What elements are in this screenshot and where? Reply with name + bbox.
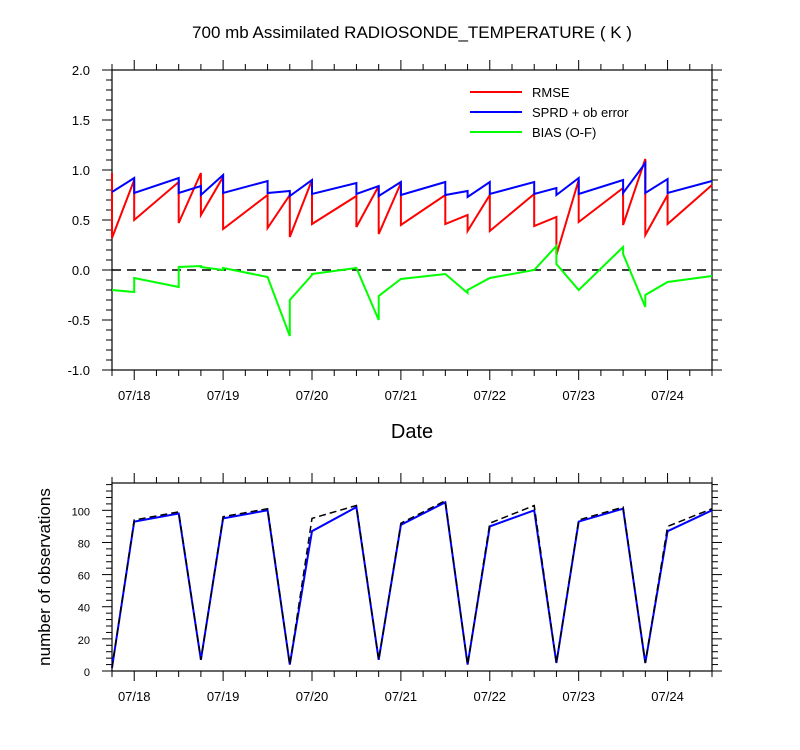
legend-entry: SPRD + ob error bbox=[532, 105, 629, 120]
panel-1: 07/18 07/19 07/20 07/21 07/22 07/23 07/24 2.0 1.… bbox=[68, 60, 722, 443]
y-tick-label: 100 bbox=[72, 506, 90, 518]
plot-frame bbox=[111, 482, 713, 672]
y-tick-label: 80 bbox=[78, 538, 90, 550]
x-tick-label: 07/19 bbox=[207, 388, 240, 403]
x-tick-label: 07/18 bbox=[118, 388, 151, 403]
series-line-possible bbox=[111, 499, 713, 668]
y-tick-label: -1.0 bbox=[68, 363, 90, 378]
x-tick-label: 07/20 bbox=[296, 689, 329, 704]
legend: RMSE SPRD + ob error BIAS (O-F) bbox=[470, 85, 629, 140]
y-tick-label: 1.0 bbox=[72, 163, 90, 178]
y-tick-label: 1.5 bbox=[72, 113, 90, 128]
y-tick-label: 0 bbox=[84, 667, 90, 679]
x-tick-label: 07/21 bbox=[385, 689, 418, 704]
legend-entry: BIAS (O-F) bbox=[532, 125, 596, 140]
x-axis-label: Date bbox=[391, 421, 433, 443]
y-tick-label: -0.5 bbox=[68, 313, 90, 328]
chart-title: 700 mb Assimilated RADIOSONDE_TEMPERATUR… bbox=[192, 23, 632, 42]
x-tick-label: 07/22 bbox=[474, 388, 507, 403]
y-tick-label: 20 bbox=[78, 635, 90, 647]
y-tick-label: 0.5 bbox=[72, 213, 90, 228]
panel-2: 07/18 07/19 07/20 07/21 07/22 07/23 07/24 100 80… bbox=[35, 473, 722, 704]
series-line-rmse bbox=[111, 158, 713, 256]
y-tick-label: 40 bbox=[78, 603, 90, 615]
y-axis-label: number of observations bbox=[35, 488, 54, 666]
series-line-assimilated bbox=[111, 500, 713, 668]
x-tick-label: 07/23 bbox=[562, 388, 595, 403]
x-tick-label: 07/23 bbox=[562, 689, 595, 704]
y-tick-label: 0.0 bbox=[72, 263, 90, 278]
x-tick-label: 07/22 bbox=[474, 689, 507, 704]
legend-entry: RMSE bbox=[532, 85, 570, 100]
x-tick-label: 07/20 bbox=[296, 388, 329, 403]
x-tick-label: 07/19 bbox=[207, 689, 240, 704]
x-tick-label: 07/21 bbox=[385, 388, 418, 403]
series-line-bias-o-f bbox=[111, 243, 713, 337]
y-tick-label: 60 bbox=[78, 571, 90, 583]
x-tick-label: 07/24 bbox=[651, 689, 684, 704]
y-tick-label: 2.0 bbox=[72, 63, 90, 78]
x-tick-label: 07/24 bbox=[651, 388, 684, 403]
x-tick-label: 07/18 bbox=[118, 689, 151, 704]
series-line-sprd-ob-error bbox=[111, 159, 713, 199]
